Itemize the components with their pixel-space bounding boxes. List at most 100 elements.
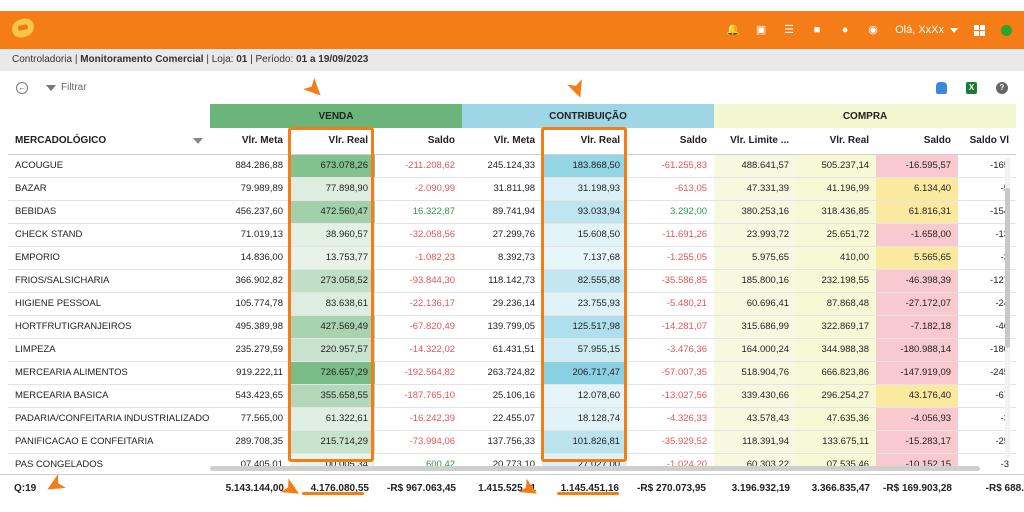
total-contr-real: 1.145.451,16 — [560, 483, 619, 494]
cell-contr-saldo: -14.281,07 — [627, 315, 715, 339]
cell-contr-saldo: -11.691,26 — [627, 223, 715, 247]
bulb-icon[interactable]: ◉ — [868, 24, 878, 36]
table-row[interactable]: MERCEARIA ALIMENTOS 919.222,11 726.657,29-… — [8, 361, 1016, 385]
cell-contr-meta: 139.799,05 — [462, 315, 543, 339]
cell-compra-real: 318.436,85 — [796, 200, 877, 224]
chat-icon[interactable]: ● — [841, 24, 849, 36]
folder-icon[interactable]: ▣ — [755, 24, 767, 36]
scroll-thumb[interactable] — [1005, 188, 1010, 348]
table-row[interactable]: LIMPEZA 235.279,59 220.957,57 -14.322,02 61.… — [8, 338, 1016, 362]
cell-contr-meta: 137.756,33 — [462, 430, 543, 454]
table-row[interactable]: FRIOS/SALSICHARIA 366.902,82 273.058,52 -93… — [8, 269, 1016, 293]
column-header-venda-saldo[interactable]: Saldo — [375, 128, 463, 155]
table-row[interactable]: HIGIENE PESSOAL 105.774,78 83.638,61 -22.13… — [8, 292, 1016, 316]
loja-value: 01 — [236, 54, 248, 65]
table-row[interactable]: CHECK STAND 71.019,13 38.960,57 -32.058,56 2… — [8, 223, 1016, 247]
cell-mercadologico: EMPORIO — [8, 246, 210, 270]
signpost-icon[interactable]: ☰ — [784, 24, 795, 36]
total-saldo-vl: -R$ 688. — [985, 483, 1024, 494]
cell-compra-real: 47.635,36 — [796, 407, 877, 431]
greeting-label: Olá, XxXx — [895, 24, 944, 36]
table-row[interactable]: PAS CONGELADOS 07.405,01 00.005,34 600,42 20… — [8, 453, 1016, 470]
horizontal-scrollbar[interactable] — [210, 466, 980, 471]
cell-contr-meta: 61.431,51 — [462, 338, 543, 362]
cell-compra-limite: 60.696,41 — [714, 292, 797, 316]
cell-venda-saldo: -22.136,17 — [375, 292, 463, 316]
cell-saldo-vl: -67 — [958, 384, 1016, 408]
column-header-contr-real[interactable]: Vlr. Real — [542, 128, 628, 155]
cell-compra-limite: 23.993,72 — [714, 223, 797, 247]
logo-icon[interactable] — [10, 16, 36, 40]
total-compra-saldo: -R$ 169.903,28 — [883, 483, 952, 494]
column-header-label: Saldo — [427, 135, 456, 147]
table-row[interactable]: ACOUGUE 884.286,88 673.078,26 -211.208,62 24… — [8, 154, 1016, 178]
table-row[interactable]: BAZAR 79.989,89 77.898,90 -2.090,99 31.811,9… — [8, 177, 1016, 201]
filter-button[interactable]: Filtrar — [46, 82, 87, 93]
filter-icon — [46, 84, 56, 91]
cell-venda-real: 77.898,90 — [290, 177, 375, 201]
column-header-saldo-vl[interactable]: Saldo Vl — [958, 128, 1016, 155]
excel-export-icon[interactable]: X — [966, 82, 977, 94]
cell-mercadologico: FRIOS/SALSICHARIA — [8, 269, 210, 293]
cell-saldo-vl: -180 — [958, 338, 1016, 362]
column-header-venda-meta[interactable]: Vlr. Meta — [210, 128, 290, 155]
cell-contr-saldo: -1.024,20 — [627, 453, 715, 470]
column-header-contr-saldo[interactable]: Saldo — [627, 128, 715, 155]
total-contr-meta: 1.415.525,11 — [478, 483, 536, 494]
cell-contr-meta: 245.124,33 — [462, 154, 543, 178]
help-icon[interactable]: ? — [996, 82, 1008, 94]
cell-venda-saldo: -73.994,06 — [375, 430, 463, 454]
table-row[interactable]: MERCEARIA BASICA 543.423,65 355.658,55 -187… — [8, 384, 1016, 408]
bell-icon[interactable]: 🔔 — [726, 24, 740, 36]
cell-compra-limite: 185.800,16 — [714, 269, 797, 293]
cell-compra-real: 232.198,55 — [796, 269, 877, 293]
back-icon[interactable]: ← — [16, 82, 28, 94]
column-header-venda-real[interactable]: Vlr. Real — [290, 128, 375, 155]
status-indicator — [1001, 24, 1012, 36]
cell-saldo-vl: -3 — [958, 407, 1016, 431]
cell-contr-meta: 22.455,07 — [462, 407, 543, 431]
column-header-compra-saldo[interactable]: Saldo — [876, 128, 959, 155]
vertical-scrollbar[interactable] — [1005, 158, 1010, 458]
group-header-venda: VENDA — [210, 104, 463, 128]
database-icon[interactable] — [936, 82, 947, 94]
total-venda-saldo: -R$ 967.063,45 — [387, 483, 456, 494]
column-filter-icon[interactable] — [193, 138, 203, 145]
table-row[interactable]: EMPORIO 14.836,00 13.753,77 -1.082,23 8.392,… — [8, 246, 1016, 270]
breadcrumb: Controladoria | Monitoramento Comercial … — [0, 49, 1024, 71]
table-row[interactable]: BEBIDAS 456.237,60 472.560,47 16.322,87 89.7… — [8, 200, 1016, 224]
cell-compra-limite: 339.430,66 — [714, 384, 797, 408]
cell-compra-real: 296.254,27 — [796, 384, 877, 408]
column-header-compra-limite[interactable]: Vlr. Limite ... — [714, 128, 797, 155]
cell-venda-saldo: 16.322,87 — [375, 200, 463, 224]
cell-venda-saldo: -16.242,39 — [375, 407, 463, 431]
table-row[interactable]: PANIFICACAO E CONFEITARIA 289.708,35 215.7… — [8, 430, 1016, 454]
underline-venda-total — [302, 492, 364, 495]
cell-venda-meta: 366.902,82 — [210, 269, 290, 293]
cell-venda-real: 38.960,57 — [290, 223, 375, 247]
toolbar: ← Filtrar X ? — [0, 78, 1024, 98]
table-row[interactable]: PADARIA/CONFEITARIA INDUSTRIALIZADO 77.56… — [8, 407, 1016, 431]
column-header-label: Vlr. Real — [829, 135, 870, 147]
cell-compra-real: 133.675,11 — [796, 430, 877, 454]
cell-contr-saldo: -4.326,33 — [627, 407, 715, 431]
group-header-compra: COMPRA — [714, 104, 1016, 128]
column-header-label: Saldo — [923, 135, 952, 147]
column-header-label: Saldo — [679, 135, 708, 147]
video-icon[interactable]: ■ — [813, 24, 821, 36]
apps-grid-icon[interactable] — [974, 24, 985, 36]
column-header-mercadologico[interactable]: MERCADOLÓGICO — [8, 128, 210, 155]
table-row[interactable]: HORTFRUTIGRANJEIROS 495.389,98 427.569,49-… — [8, 315, 1016, 339]
cell-contr-real: 93.033,94 — [542, 200, 628, 224]
column-header-contr-meta[interactable]: Vlr. Meta — [462, 128, 543, 155]
loja-label: Loja: — [211, 54, 234, 65]
cell-venda-meta: 543.423,65 — [210, 384, 290, 408]
cell-contr-saldo: -13.027,56 — [627, 384, 715, 408]
cell-contr-meta: 25.106,16 — [462, 384, 543, 408]
cell-venda-saldo: -93.844,30 — [375, 269, 463, 293]
cell-mercadologico: PAS CONGELADOS — [8, 453, 210, 470]
cell-venda-real: 83.638,61 — [290, 292, 375, 316]
column-header-compra-real[interactable]: Vlr. Real — [796, 128, 877, 155]
cell-contr-real: 125.517,98 — [542, 315, 628, 339]
user-menu[interactable]: Olá, XxXx — [895, 24, 958, 36]
